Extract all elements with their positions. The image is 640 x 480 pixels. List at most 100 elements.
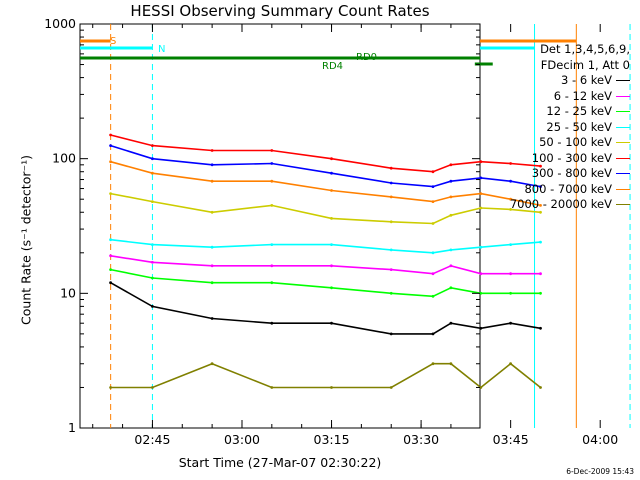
series-point	[270, 162, 274, 165]
series-point	[109, 386, 112, 389]
series-point	[270, 179, 274, 183]
series-point	[151, 171, 154, 175]
series-point	[509, 321, 512, 325]
legend-header-line-1: Det 1,3,4,5,6,9,	[540, 42, 630, 56]
legend-entry: 12 - 25 keV	[460, 104, 630, 120]
series-point	[539, 326, 542, 330]
series-point	[210, 210, 214, 214]
series-point	[151, 305, 154, 308]
legend-swatch	[616, 80, 630, 82]
y-axis-title: Count Rate (s⁻¹ detector⁻¹)	[18, 155, 34, 325]
series-point	[479, 291, 483, 295]
series-lines	[109, 133, 542, 389]
legend-label: 7000 - 20000 keV	[509, 197, 612, 211]
series-point	[330, 243, 333, 247]
legend-swatch	[616, 126, 630, 128]
legend-swatch	[616, 111, 630, 113]
series-point	[109, 254, 112, 258]
series-point	[270, 386, 274, 389]
x-tick-label: 03:45	[493, 432, 529, 447]
legend-entry: 3 - 6 keV	[460, 73, 630, 89]
series-point	[509, 362, 512, 366]
series-point	[151, 276, 154, 280]
series-point	[449, 321, 453, 325]
series-point	[479, 206, 483, 210]
x-tick-label: 02:45	[134, 432, 170, 447]
legend-header-line-2: FDecim 1, Att 0	[540, 57, 630, 72]
annotation-s: S	[110, 36, 116, 47]
plot-frame	[79, 23, 481, 429]
series-point	[151, 144, 154, 148]
series-point	[389, 291, 393, 295]
status-bars: S N RD0 RD4	[80, 36, 577, 72]
x-tick-label: 03:15	[314, 432, 350, 447]
legend-label: 100 - 300 keV	[531, 150, 612, 165]
chart-title: HESSI Observing Summary Count Rates	[130, 2, 430, 20]
series-point	[330, 264, 333, 268]
series-line-8	[110, 362, 541, 389]
series-point	[389, 248, 393, 252]
series-point	[270, 243, 274, 247]
series-point	[449, 248, 453, 252]
series-point	[210, 149, 214, 152]
series-point	[151, 200, 154, 204]
series-point	[539, 240, 542, 244]
legend-entry: 50 - 100 keV	[460, 135, 630, 151]
legend-label: 50 - 100 keV	[539, 135, 612, 149]
series-point	[330, 171, 333, 175]
series-point	[151, 260, 154, 264]
series-point	[509, 243, 512, 247]
series-point	[479, 386, 483, 389]
legend-entry: 100 - 300 keV	[460, 151, 630, 167]
series-point	[151, 157, 154, 161]
annotation-rd4: RD4	[322, 61, 343, 72]
series-point	[389, 386, 393, 389]
legend-entry: 6 - 12 keV	[460, 89, 630, 105]
legend: Det 1,3,4,5,6,9, FDecim 1, Att 0 3 - 6 k…	[460, 42, 630, 213]
series-point	[330, 286, 333, 290]
series-point	[539, 185, 542, 189]
series-point	[431, 200, 435, 204]
series-point	[479, 176, 483, 180]
legend-label: 6 - 12 keV	[553, 88, 612, 103]
series-point	[330, 189, 333, 192]
series-point	[210, 264, 214, 268]
series-point	[479, 192, 483, 196]
series-point	[389, 220, 393, 224]
series-line-3	[110, 238, 541, 254]
series-point	[431, 222, 435, 225]
series-point	[210, 163, 214, 167]
series-point	[330, 217, 333, 220]
series-point	[270, 264, 274, 268]
series-point	[389, 195, 393, 199]
series-point	[109, 160, 112, 164]
legend-entry: 7000 - 20000 keV	[460, 197, 630, 213]
series-point	[509, 179, 512, 183]
series-point	[109, 144, 112, 148]
legend-swatch	[616, 173, 630, 175]
series-point	[109, 268, 112, 271]
series-point	[449, 286, 453, 290]
legend-swatch	[616, 188, 630, 190]
series-point	[539, 210, 542, 214]
series-point	[449, 179, 453, 183]
series-point	[431, 185, 435, 189]
series-point	[509, 272, 512, 276]
y-tick-label: 10	[60, 285, 76, 300]
y-tick-label: 1000	[44, 16, 76, 31]
series-point	[539, 272, 542, 276]
series-point	[431, 332, 435, 336]
series-point	[539, 164, 542, 168]
x-tick-label: 04:00	[582, 432, 618, 447]
series-point	[210, 362, 214, 366]
series-point	[539, 291, 542, 295]
series-point	[330, 157, 333, 161]
legend-swatch	[616, 157, 630, 159]
vertical-markers	[110, 24, 631, 428]
legend-label: 12 - 25 keV	[546, 104, 612, 118]
series-point	[449, 195, 453, 199]
series-point	[330, 321, 333, 325]
annotation-n: N	[158, 44, 165, 55]
x-tick-label: 03:30	[403, 432, 439, 447]
